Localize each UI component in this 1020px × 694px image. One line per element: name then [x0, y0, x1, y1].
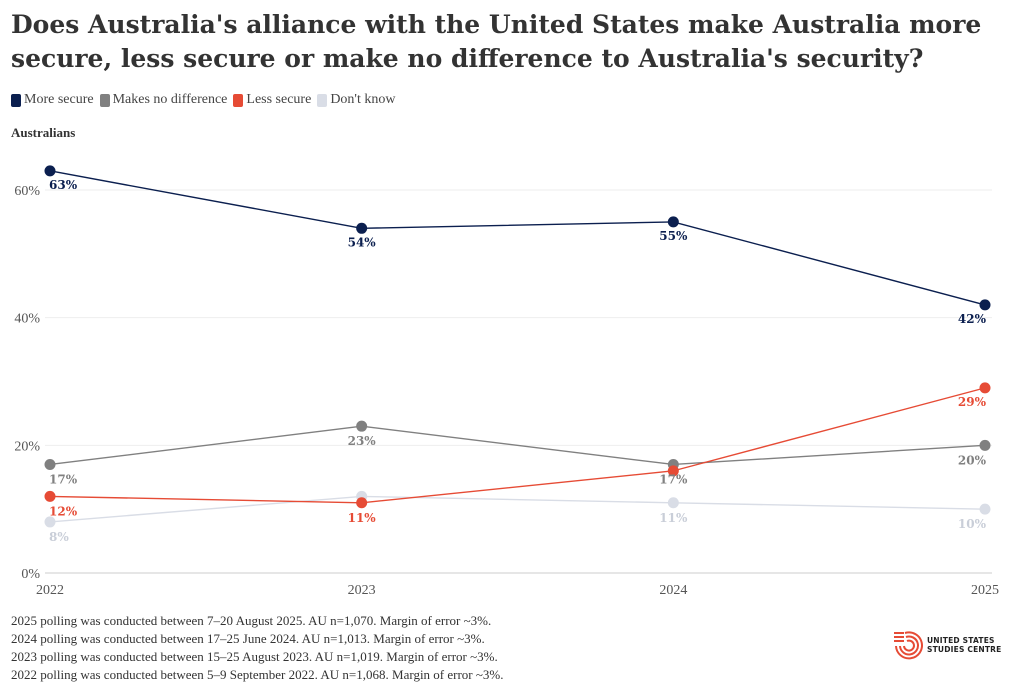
point-don-t-know — [667, 497, 679, 509]
x-tick-label: 2023 — [348, 583, 376, 598]
data-labels: 63% 54% 55% 42% 17% 23% 17% 20% 12% 11% 29% 8% 11% 10… — [49, 178, 987, 544]
data-label-more-secure: 54% — [348, 235, 377, 249]
data-label-makes-no-difference: 20% — [958, 453, 987, 467]
y-tick-label: 0% — [21, 567, 40, 582]
legend-item-less-secure[interactable]: Less secure — [233, 92, 311, 108]
data-label-more-secure: 42% — [958, 312, 987, 326]
legend-swatch-dont-know — [317, 93, 328, 107]
footnote-2025: 2025 polling was conducted between 7–20 … — [11, 613, 492, 628]
legend-swatch-less-secure — [233, 93, 244, 107]
footnote-2022: 2022 polling was conducted between 5–9 S… — [11, 667, 504, 682]
legend: More secure Makes no difference Less sec… — [11, 92, 401, 108]
point-less-secure — [44, 490, 56, 502]
chart-title: Does Australia's alliance with the Unite… — [11, 10, 982, 73]
logo-line-1: UNITED STATES — [927, 636, 995, 645]
x-tick-label: 2025 — [971, 583, 999, 598]
x-axis-ticks: 2022 2023 2024 2025 — [36, 583, 999, 598]
y-tick-label: 20% — [14, 439, 40, 454]
legend-label-more-secure: More secure — [24, 92, 94, 107]
series-group — [44, 165, 991, 528]
footnote-2023: 2023 polling was conducted between 15–25… — [11, 649, 498, 664]
legend-item-more-secure[interactable]: More secure — [11, 92, 94, 108]
y-tick-label: 60% — [14, 184, 40, 199]
series-line-don-t-know — [49, 495, 986, 523]
point-makes-no-difference — [979, 439, 991, 451]
point-don-t-know — [44, 516, 56, 528]
data-label-makes-no-difference: 17% — [49, 472, 78, 486]
point-less-secure — [667, 465, 679, 477]
data-label-don-t-know: 11% — [659, 511, 688, 525]
series-line-makes-no-difference — [49, 425, 986, 466]
data-label-makes-no-difference: 17% — [659, 472, 688, 486]
point-more-secure — [667, 216, 679, 228]
series-line-more-secure — [49, 170, 986, 306]
ussc-logo-icon — [894, 631, 923, 660]
ussc-logo-text: UNITED STATES STUDIES CENTRE — [927, 636, 1001, 654]
footnote-2024: 2024 polling was conducted between 17–25… — [11, 631, 485, 646]
x-tick-label: 2024 — [659, 583, 687, 598]
data-label-less-secure: 29% — [958, 395, 987, 409]
chart-subtitle: Australians — [11, 125, 76, 140]
point-makes-no-difference — [356, 420, 368, 432]
data-label-less-secure: 11% — [348, 511, 377, 525]
point-don-t-know — [979, 503, 991, 515]
ussc-logo: UNITED STATES STUDIES CENTRE — [893, 630, 1001, 660]
series-line-less-secure — [49, 387, 986, 504]
legend-swatch-no-difference — [99, 93, 110, 107]
data-label-more-secure: 63% — [49, 178, 78, 192]
legend-item-no-difference[interactable]: Makes no difference — [99, 92, 228, 108]
legend-label-dont-know: Don't know — [330, 92, 396, 107]
line-chart: 0% 20% 40% 60% 2022 2023 2024 2025 63% 54% 55% 42… — [14, 165, 999, 598]
data-label-less-secure: 12% — [49, 504, 78, 518]
legend-label-less-secure: Less secure — [246, 92, 312, 107]
data-label-makes-no-difference: 23% — [348, 434, 377, 448]
point-more-secure — [979, 299, 991, 311]
point-makes-no-difference — [44, 458, 56, 470]
y-axis-ticks: 0% 20% 40% 60% — [14, 184, 40, 582]
footnotes: 2025 polling was conducted between 7–20 … — [11, 612, 504, 684]
logo-line-2: STUDIES CENTRE — [927, 645, 1002, 654]
grid-lines — [45, 189, 992, 574]
data-label-don-t-know: 8% — [49, 530, 69, 544]
point-more-secure — [44, 165, 56, 177]
data-label-don-t-know: 10% — [958, 517, 987, 531]
legend-swatch-more-secure — [11, 93, 21, 107]
point-less-secure — [356, 497, 368, 509]
point-less-secure — [979, 382, 991, 394]
point-more-secure — [356, 222, 368, 234]
data-label-more-secure: 55% — [659, 229, 688, 243]
y-tick-label: 40% — [14, 312, 40, 327]
x-tick-label: 2022 — [36, 583, 64, 598]
legend-label-no-difference: Makes no difference — [112, 92, 228, 107]
legend-item-dont-know[interactable]: Don't know — [317, 92, 395, 108]
